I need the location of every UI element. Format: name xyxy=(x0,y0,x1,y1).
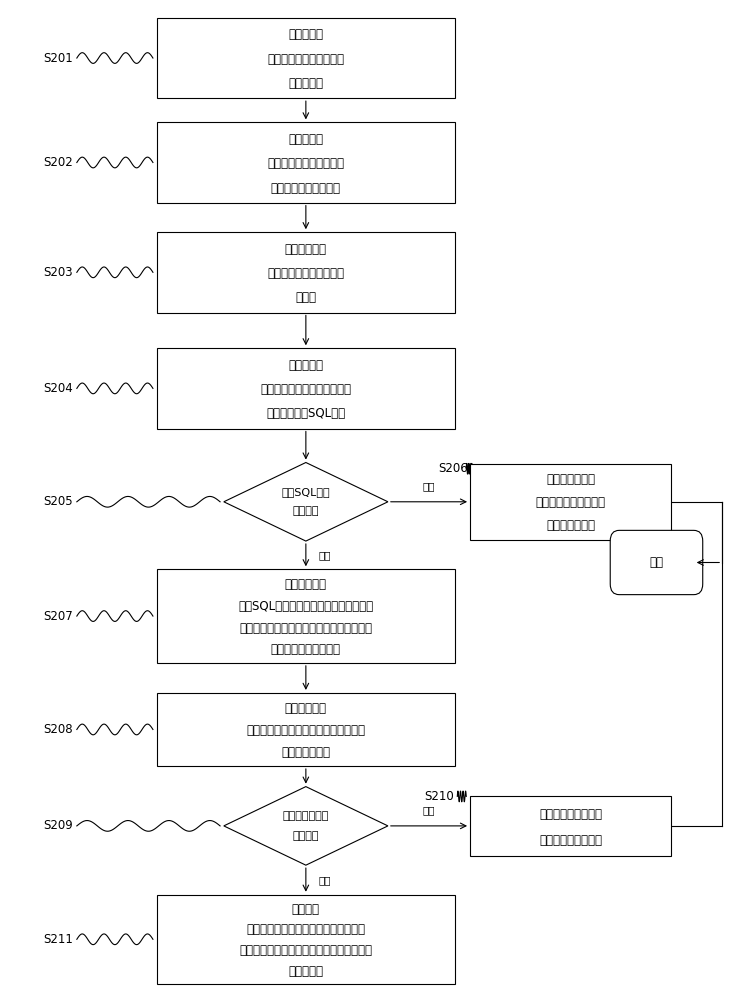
FancyBboxPatch shape xyxy=(157,18,455,98)
Text: 判断SQL语句: 判断SQL语句 xyxy=(281,487,330,497)
Text: S208: S208 xyxy=(43,723,73,736)
Text: 并反馈错误信息: 并反馈错误信息 xyxy=(546,519,595,532)
FancyBboxPatch shape xyxy=(157,569,455,663)
FancyBboxPatch shape xyxy=(470,796,671,856)
Text: 数值流解析器: 数值流解析器 xyxy=(285,702,327,715)
Text: 线并识别油田勘探开发研究生产中的地层岩: 线并识别油田勘探开发研究生产中的地层岩 xyxy=(239,944,372,957)
Text: 测井数据进行分析整理: 测井数据进行分析整理 xyxy=(271,182,341,195)
FancyBboxPatch shape xyxy=(157,348,455,429)
Text: S206: S206 xyxy=(439,462,468,475)
Text: 非空: 非空 xyxy=(319,875,330,885)
Text: S201: S201 xyxy=(43,52,73,65)
Polygon shape xyxy=(224,787,388,865)
FancyBboxPatch shape xyxy=(157,693,455,766)
Text: 利用SQL语句到数据存储器中读取数据，: 利用SQL语句到数据存储器中读取数据， xyxy=(238,600,374,613)
Text: 跳过相关曲线的绘制，: 跳过相关曲线的绘制， xyxy=(536,496,606,509)
Text: S205: S205 xyxy=(43,495,73,508)
Text: 对数值流进行解析，提取出绘制录井图: 对数值流进行解析，提取出绘制录井图 xyxy=(246,724,366,737)
Text: 跳过相关曲线的绘制: 跳过相关曲线的绘制 xyxy=(539,834,602,847)
FancyBboxPatch shape xyxy=(610,530,703,595)
FancyBboxPatch shape xyxy=(157,232,455,313)
Text: 利用取出的数据结果生成数值流，并将数值: 利用取出的数据结果生成数值流，并将数值 xyxy=(239,622,372,635)
Text: 数据采集器: 数据采集器 xyxy=(289,28,323,41)
Text: 据请求: 据请求 xyxy=(295,291,316,304)
FancyBboxPatch shape xyxy=(157,895,455,984)
Text: 为空: 为空 xyxy=(423,805,435,815)
Text: 数值流生成器: 数值流生成器 xyxy=(285,578,327,591)
Text: 对现场采集的录井数据及: 对现场采集的录井数据及 xyxy=(267,157,345,170)
Text: S202: S202 xyxy=(43,156,73,169)
Text: 是否为空: 是否为空 xyxy=(292,831,319,841)
Text: 非空: 非空 xyxy=(319,550,330,560)
Text: 用户请求有误，: 用户请求有误， xyxy=(546,473,595,486)
Text: 结束: 结束 xyxy=(650,556,663,569)
Text: S203: S203 xyxy=(43,266,73,279)
Text: 请求解析器: 请求解析器 xyxy=(289,359,323,372)
Text: 性或油气层: 性或油气层 xyxy=(289,965,323,978)
Polygon shape xyxy=(224,463,388,541)
Text: S204: S204 xyxy=(43,382,73,395)
Text: 为空: 为空 xyxy=(423,481,435,491)
Text: 对用户请求进行解析，生成能: 对用户请求进行解析，生成能 xyxy=(260,383,351,396)
Text: 判断取得的数据: 判断取得的数据 xyxy=(283,811,329,821)
Text: 用户交互装置: 用户交互装置 xyxy=(285,243,327,256)
Text: 流传输给数值流解析器: 流传输给数值流解析器 xyxy=(271,643,341,656)
Text: S207: S207 xyxy=(43,610,73,623)
Text: S210: S210 xyxy=(424,790,454,803)
Text: 及测井数据: 及测井数据 xyxy=(289,77,323,90)
Text: 够求取数据的SQL语句: 够求取数据的SQL语句 xyxy=(266,407,345,420)
FancyBboxPatch shape xyxy=(470,464,671,540)
Text: 从钻井现场采集录井数据: 从钻井现场采集录井数据 xyxy=(267,53,345,66)
Text: 判定装置: 判定装置 xyxy=(292,903,320,916)
Text: 根据获取的曲线数据绘制录井图中的曲: 根据获取的曲线数据绘制录井图中的曲 xyxy=(246,923,366,936)
Text: S209: S209 xyxy=(43,819,73,832)
Text: 是否为空: 是否为空 xyxy=(292,507,319,517)
Text: S211: S211 xyxy=(43,933,73,946)
FancyBboxPatch shape xyxy=(157,122,455,203)
Text: 用户提交绘制录井图的数: 用户提交绘制录井图的数 xyxy=(267,267,345,280)
Text: 无用户请求的数据，: 无用户请求的数据， xyxy=(539,808,602,821)
Text: 数据整理器: 数据整理器 xyxy=(289,133,323,146)
Text: 中曲线用的数据: 中曲线用的数据 xyxy=(281,746,330,759)
